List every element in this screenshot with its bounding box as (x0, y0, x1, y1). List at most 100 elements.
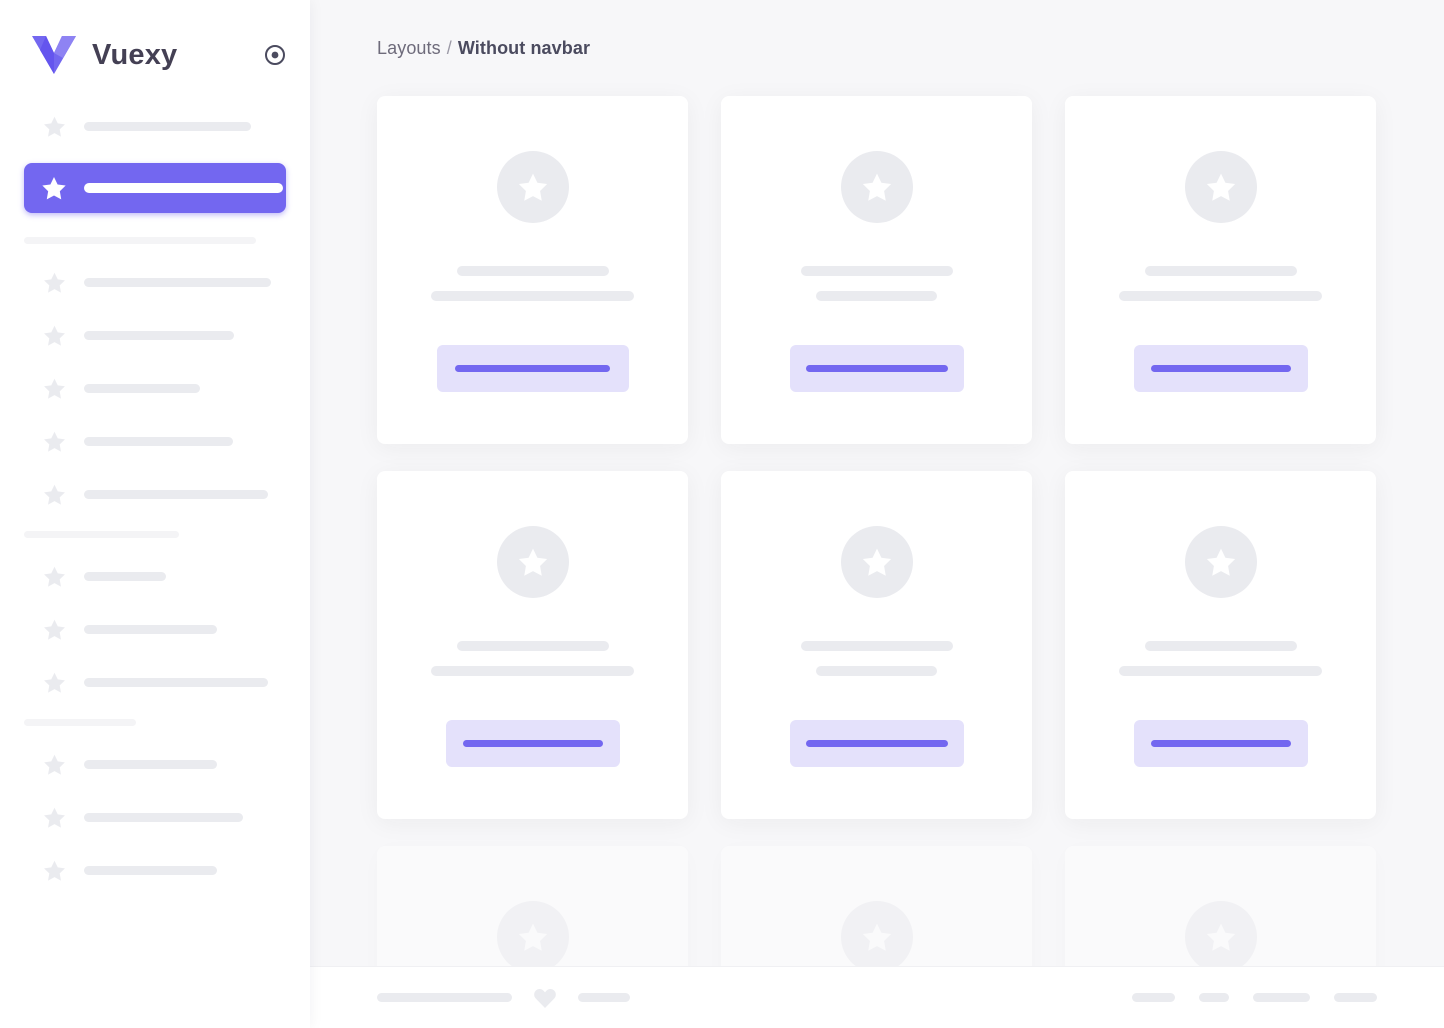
brand-name: Vuexy (92, 38, 178, 71)
sidebar-item-label-skeleton (84, 572, 166, 581)
content-card[interactable] (721, 96, 1032, 444)
card-avatar (496, 526, 569, 598)
card-text-line-skeleton (1119, 291, 1322, 301)
footer-right-group (1108, 993, 1377, 1002)
card-action-button-label-skeleton (805, 740, 948, 747)
star-icon (42, 564, 67, 589)
card-text-line-skeleton (1144, 266, 1297, 276)
star-icon (42, 858, 67, 883)
sidebar-item[interactable] (24, 560, 286, 593)
sidebar-item[interactable] (24, 801, 286, 834)
sidebar-item[interactable] (24, 666, 286, 699)
sidebar-group (0, 719, 310, 887)
footer-action-bar (310, 966, 1444, 1028)
sidebar-item-active[interactable] (24, 163, 286, 213)
card-text-line-skeleton (1119, 666, 1322, 676)
content-card[interactable] (721, 471, 1032, 819)
breadcrumb-current: Without navbar (457, 37, 591, 58)
card-action-button-label-skeleton (455, 365, 610, 372)
star-icon (40, 174, 68, 202)
card-text-line-skeleton (431, 666, 634, 676)
heart-icon[interactable] (512, 985, 578, 1011)
sidebar-item-label-skeleton (84, 813, 243, 822)
card-avatar (1184, 526, 1257, 598)
card-action-button-label-skeleton (805, 365, 948, 372)
breadcrumb-parent[interactable]: Layouts (377, 37, 441, 58)
sidebar-item-label-skeleton (84, 384, 200, 393)
sidebar-item[interactable] (24, 748, 286, 781)
sidebar-item-label-skeleton (84, 331, 234, 340)
card-action-button[interactable] (1133, 345, 1308, 392)
card-text-line-skeleton (431, 291, 634, 301)
card-grid (310, 96, 1444, 1028)
card-avatar (840, 526, 913, 598)
star-icon (516, 545, 550, 579)
star-icon (1204, 170, 1238, 204)
content-card[interactable] (377, 471, 688, 819)
sidebar-group (0, 237, 310, 511)
star-icon (1204, 545, 1238, 579)
star-icon (42, 670, 67, 695)
card-action-button[interactable] (445, 720, 620, 767)
sidebar-item[interactable] (24, 372, 286, 405)
star-icon (860, 170, 894, 204)
footer-right-bar (1334, 993, 1377, 1002)
sidebar-item-label-skeleton (84, 866, 217, 875)
sidebar-item-label-skeleton (84, 625, 217, 634)
content-card[interactable] (377, 96, 688, 444)
sidebar-section-header-skeleton (24, 531, 179, 538)
vuexy-logo-icon (30, 33, 78, 77)
card-action-button[interactable] (789, 345, 964, 392)
sidebar-item-label-skeleton (84, 490, 268, 499)
card-avatar (1184, 151, 1257, 223)
sidebar-item[interactable] (24, 425, 286, 458)
star-icon (42, 270, 67, 295)
star-icon (42, 376, 67, 401)
card-text-skeletons (1065, 266, 1376, 301)
circle-dot-icon[interactable] (262, 42, 288, 68)
sidebar-item[interactable] (24, 110, 286, 143)
card-text-line-skeleton (816, 666, 937, 676)
card-action-button-label-skeleton (1150, 365, 1291, 372)
card-avatar (496, 151, 569, 223)
star-icon (42, 323, 67, 348)
star-icon (42, 429, 67, 454)
sidebar-item[interactable] (24, 478, 286, 511)
star-icon (42, 617, 67, 642)
card-text-line-skeleton (800, 266, 953, 276)
sidebar-item[interactable] (24, 854, 286, 887)
sidebar-item[interactable] (24, 613, 286, 646)
sidebar-item-label-skeleton (84, 122, 251, 131)
breadcrumb-separator: / (446, 37, 452, 58)
card-avatar (840, 151, 913, 223)
card-avatar (840, 901, 913, 973)
card-text-line-skeleton (1144, 641, 1297, 651)
breadcrumb: Layouts / Without navbar (310, 0, 1444, 96)
sidebar-group (0, 110, 310, 213)
star-icon (516, 170, 550, 204)
card-text-skeletons (377, 266, 688, 301)
card-action-button-label-skeleton (462, 740, 603, 747)
card-text-line-skeleton (456, 266, 609, 276)
sidebar: Vuexy (0, 0, 310, 1028)
footer-left-trailing-bar (578, 993, 630, 1002)
sidebar-group (0, 531, 310, 699)
content-card[interactable] (1065, 96, 1376, 444)
card-text-skeletons (721, 266, 1032, 301)
sidebar-section-header-skeleton (24, 719, 136, 726)
brand-header: Vuexy (0, 0, 310, 110)
card-action-button[interactable] (1133, 720, 1308, 767)
main-content: Layouts / Without navbar (310, 0, 1444, 1028)
star-icon (42, 805, 67, 830)
card-action-button[interactable] (436, 345, 629, 392)
sidebar-item[interactable] (24, 319, 286, 352)
card-text-skeletons (377, 641, 688, 676)
star-icon (1204, 920, 1238, 954)
star-icon (860, 545, 894, 579)
content-card[interactable] (1065, 471, 1376, 819)
star-icon (516, 920, 550, 954)
sidebar-item-label-skeleton (84, 437, 233, 446)
card-action-button[interactable] (789, 720, 964, 767)
sidebar-item[interactable] (24, 266, 286, 299)
